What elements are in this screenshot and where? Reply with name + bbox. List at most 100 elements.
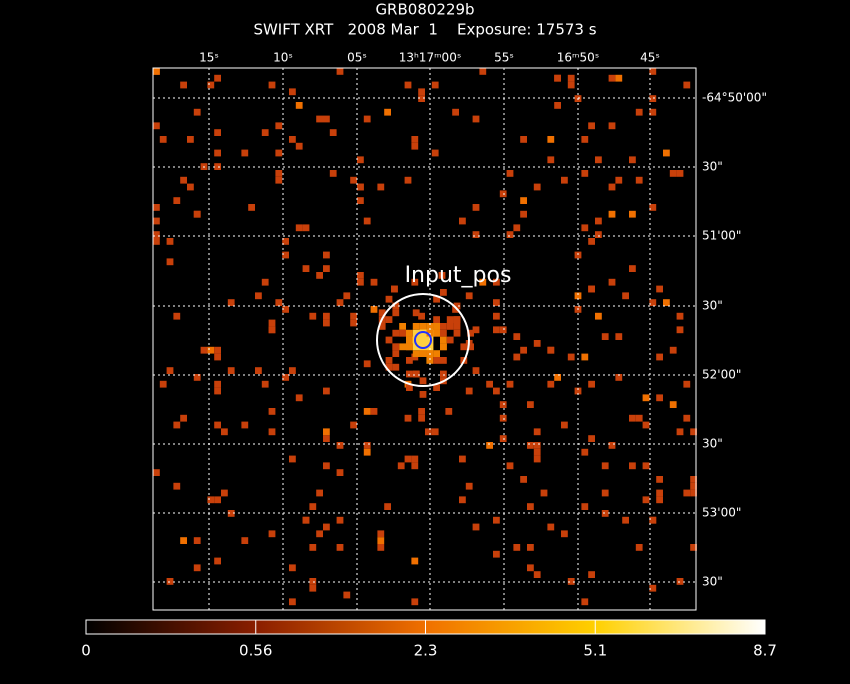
pixel (385, 363, 393, 371)
pixel (629, 265, 636, 272)
pixel (493, 278, 500, 286)
pixel (472, 367, 480, 374)
pixel (363, 408, 371, 415)
pixel (635, 176, 643, 184)
pixel (180, 81, 187, 89)
pixel (406, 357, 413, 364)
pixel (527, 544, 534, 551)
pixel (350, 319, 357, 327)
pixel (309, 503, 317, 510)
pixel (601, 489, 609, 497)
pixel (268, 326, 276, 334)
pixel (418, 408, 425, 415)
pixel (180, 537, 187, 544)
pixel (527, 442, 534, 449)
photon-pixels (153, 68, 697, 606)
pixel (384, 108, 391, 116)
colorbar-label: 8.7 (753, 642, 777, 660)
pixel (397, 462, 405, 470)
pixel (363, 448, 371, 456)
pixel (166, 578, 174, 585)
pixel (377, 537, 385, 544)
pixel (656, 353, 663, 361)
subtitle: SWIFT XRT 2008 Mar 1 Exposure: 17573 s (253, 21, 596, 39)
pixel (221, 428, 228, 436)
pixel (513, 224, 521, 232)
pixel (404, 176, 412, 184)
pixel (465, 387, 473, 395)
pixel (465, 482, 473, 490)
pixel (533, 448, 541, 456)
pixel (207, 346, 215, 354)
pixel (193, 108, 201, 116)
pixel (363, 115, 371, 123)
pixel (214, 346, 221, 354)
pixel (289, 136, 296, 143)
pixel (676, 326, 684, 334)
right-label: 51'00" (702, 229, 741, 243)
pixel (601, 510, 609, 517)
pixel (412, 350, 420, 357)
pixel (221, 489, 228, 497)
pixel (419, 377, 427, 385)
pixel (567, 578, 575, 585)
pixel (323, 387, 330, 395)
pixel (656, 285, 663, 293)
pixel (282, 374, 289, 381)
pixel (453, 302, 461, 310)
colorbar-label: 5.1 (583, 642, 607, 660)
pixel (581, 448, 589, 456)
pixel (629, 156, 636, 164)
pixel (385, 295, 393, 303)
pixel (513, 333, 521, 340)
pixel (268, 81, 276, 89)
pixel (588, 122, 595, 130)
pixel (241, 421, 249, 429)
pixel (391, 285, 398, 293)
pixel (214, 557, 221, 565)
pixel (493, 299, 500, 306)
pixel (581, 136, 589, 143)
pixel (567, 74, 575, 82)
pixel (289, 455, 296, 463)
pixel (309, 584, 317, 592)
pixel (275, 122, 283, 130)
pixel (323, 428, 330, 436)
pixel (588, 380, 595, 388)
pixel (418, 88, 425, 96)
pixel (669, 401, 677, 408)
pixel (316, 272, 323, 279)
pixel (363, 442, 371, 449)
pixel (159, 136, 167, 143)
pixel (419, 391, 427, 398)
pixel (166, 258, 174, 266)
pixel (453, 316, 461, 323)
pixel (411, 136, 419, 143)
pixel (554, 74, 561, 82)
right-label: 30" (702, 437, 723, 451)
pixel (336, 299, 344, 306)
pixel (446, 323, 454, 330)
pixel (520, 346, 527, 354)
coordinate-grid (153, 68, 696, 610)
pixel (357, 278, 364, 286)
pixel (302, 224, 310, 232)
pixel (295, 394, 303, 402)
pixel (289, 564, 296, 572)
pixel (282, 251, 289, 259)
pixel (629, 462, 636, 470)
pixel (419, 323, 427, 330)
pixel (316, 530, 323, 538)
pixel (295, 102, 303, 109)
pixel (419, 329, 427, 337)
pixel (581, 353, 589, 361)
pixel (669, 170, 677, 177)
pixel (635, 414, 643, 422)
pixel (479, 278, 487, 286)
pixel (302, 265, 310, 272)
pixel (248, 204, 255, 211)
pixel (302, 516, 310, 524)
pixel (520, 197, 527, 204)
pixel (166, 238, 174, 245)
